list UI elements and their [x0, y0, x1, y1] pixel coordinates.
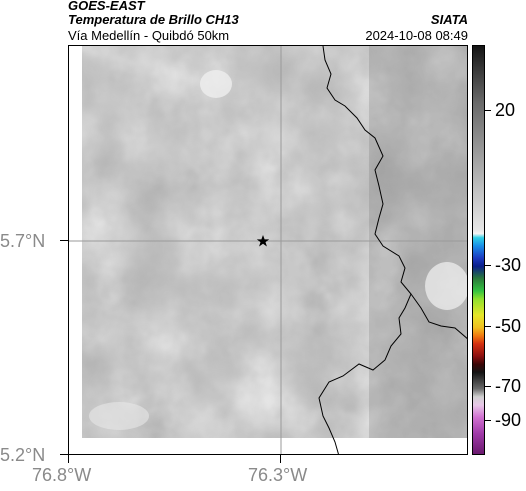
- colorbar-tick: [485, 110, 491, 111]
- x-tick-label-76.3W: 76.3°W: [248, 465, 308, 485]
- cloud-texture: [82, 46, 467, 438]
- colorbar-tick: [485, 386, 491, 387]
- colorbar: [472, 45, 485, 455]
- colorbar-label-minus30: -30: [495, 255, 522, 275]
- y-tick-label-5.2N: 5.2°N: [0, 445, 46, 465]
- bright-cloud-south: [89, 402, 149, 430]
- datetime-label: 2024-10-08 08:49: [365, 28, 468, 43]
- bright-cloud-east: [425, 262, 467, 310]
- x-tick-label-76.8W: 76.8°W: [32, 465, 92, 485]
- star-icon: [256, 235, 270, 247]
- product-title: Temperatura de Brillo CH13: [68, 12, 239, 27]
- colorbar-label-minus70: -70: [495, 376, 522, 396]
- colorbar-label-minus50: -50: [495, 316, 522, 336]
- region-label: Vía Medellín - Quibdó 50km: [68, 28, 230, 43]
- colorbar-label-minus90: -90: [495, 410, 522, 430]
- colorbar-tick: [485, 326, 491, 327]
- colorbar-label-20: 20: [495, 100, 516, 120]
- organization-label: SIATA: [430, 12, 468, 27]
- x-tick-mark: [280, 455, 281, 463]
- bright-cloud-top: [200, 70, 232, 98]
- department-boundary-east: [410, 293, 467, 339]
- satellite-source-label: GOES-EAST: [68, 0, 145, 13]
- department-boundary: [318, 46, 412, 454]
- map-image: [69, 46, 467, 454]
- y-tick-mark: [60, 240, 68, 241]
- colorbar-tick: [485, 265, 491, 266]
- y-tick-label-5.7N: 5.7°N: [0, 231, 46, 251]
- satellite-map: [68, 45, 468, 455]
- y-tick-mark: [60, 454, 68, 455]
- colorbar-tick: [485, 420, 491, 421]
- darker-east-region: [369, 46, 467, 438]
- x-tick-mark: [68, 455, 69, 463]
